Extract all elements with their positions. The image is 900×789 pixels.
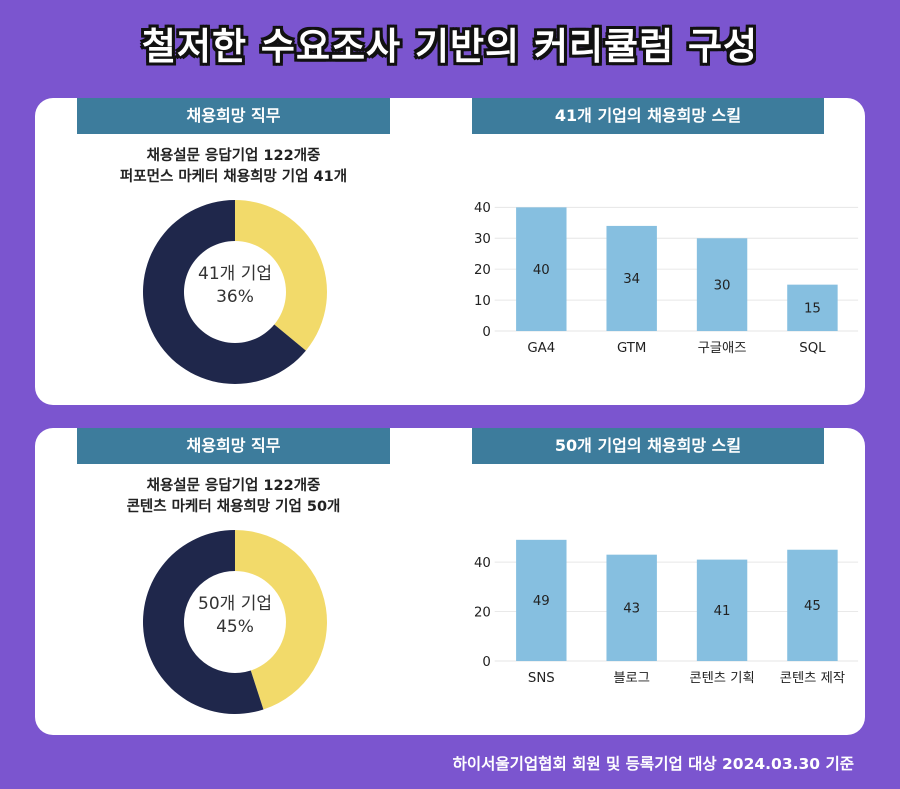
x-tick-label: SNS <box>528 671 555 686</box>
donut-slice <box>235 200 327 351</box>
bar <box>516 539 567 662</box>
bar-value-label: 34 <box>623 272 640 287</box>
bar-value-label: 41 <box>714 604 731 619</box>
donut-slice <box>142 530 264 714</box>
x-tick-label: 구글애즈 <box>698 340 747 356</box>
subtitle-line: 퍼포먼스 마케터 채용희망 기업 41개 <box>119 169 348 185</box>
survey-subtitle: 채용설문 응답기업 122개중 콘텐츠 마케터 채용희망 기업 50개 <box>77 476 390 518</box>
subtitle-line: 채용설문 응답기업 122개중 <box>146 148 321 164</box>
donut-slice <box>235 530 327 710</box>
footer-note: 하이서울기업협회 회원 및 등록기업 대상 2024.03.30 기준 <box>452 755 854 773</box>
donut-center-percent: 45% <box>216 617 254 637</box>
x-tick-label: SQL <box>799 341 826 356</box>
donut-center-percent: 36% <box>216 287 254 307</box>
subtitle-line: 콘텐츠 마케터 채용희망 기업 50개 <box>126 499 341 515</box>
survey-subtitle: 채용설문 응답기업 122개중 퍼포먼스 마케터 채용희망 기업 41개 <box>77 146 390 188</box>
bar <box>696 559 748 662</box>
y-tick-label: 0 <box>482 325 490 340</box>
donut-center-label: 41개 기업 36% <box>141 263 329 309</box>
page-title: 철저한 수요조사 기반의 커리큘럼 구성 <box>141 25 759 68</box>
job-header: 채용희망 직무 <box>77 98 390 134</box>
panel-performance-marketer: 채용희망 직무 41개 기업의 채용희망 스킬 채용설문 응답기업 122개중 … <box>35 98 865 405</box>
panel-content-marketer: 채용희망 직무 50개 기업의 채용희망 스킬 채용설문 응답기업 122개중 … <box>35 428 865 735</box>
x-tick-label: GTM <box>617 341 646 356</box>
bar-value-label: 49 <box>533 594 550 609</box>
y-tick-label: 30 <box>474 232 491 247</box>
bar-chart: 0 10 20 30 40 40 GA4 34 GTM 30 구글애즈 15 SQL <box>474 201 859 356</box>
skills-header: 50개 기업의 채용희망 스킬 <box>472 428 824 464</box>
bar <box>606 554 657 662</box>
bar-chart: 0 20 40 49 SNS 43 블로그 41 콘텐츠 기획 45 콘텐츠 제작 <box>474 539 859 686</box>
y-tick-label: 40 <box>474 201 491 216</box>
x-tick-label: GA4 <box>527 341 555 356</box>
bar-value-label: 43 <box>623 602 640 617</box>
subtitle-line: 채용설문 응답기업 122개중 <box>146 478 321 494</box>
donut-slice <box>142 200 306 384</box>
donut-chart <box>142 530 327 714</box>
x-tick-label: 블로그 <box>613 670 650 686</box>
x-tick-label: 콘텐츠 기획 <box>689 670 754 686</box>
donut-chart <box>142 200 327 384</box>
y-tick-label: 0 <box>482 655 490 670</box>
donut-center-count: 50개 기업 <box>198 594 272 614</box>
y-tick-label: 40 <box>474 556 491 571</box>
bar <box>787 284 838 332</box>
bar <box>787 549 838 662</box>
bar <box>516 207 567 332</box>
y-tick-label: 20 <box>474 263 491 278</box>
y-tick-label: 10 <box>474 294 491 309</box>
donut-center-label: 50개 기업 45% <box>141 593 329 639</box>
job-header: 채용희망 직무 <box>77 428 390 464</box>
bar <box>606 225 657 332</box>
bar-value-label: 30 <box>714 278 731 293</box>
skills-header: 41개 기업의 채용희망 스킬 <box>472 98 824 134</box>
x-tick-label: 콘텐츠 제작 <box>780 670 845 686</box>
bar <box>696 238 748 332</box>
y-tick-label: 20 <box>474 605 491 620</box>
donut-center-count: 41개 기업 <box>198 264 272 284</box>
bar-value-label: 40 <box>533 263 550 278</box>
bar-value-label: 45 <box>804 599 821 614</box>
bar-value-label: 15 <box>804 302 821 317</box>
